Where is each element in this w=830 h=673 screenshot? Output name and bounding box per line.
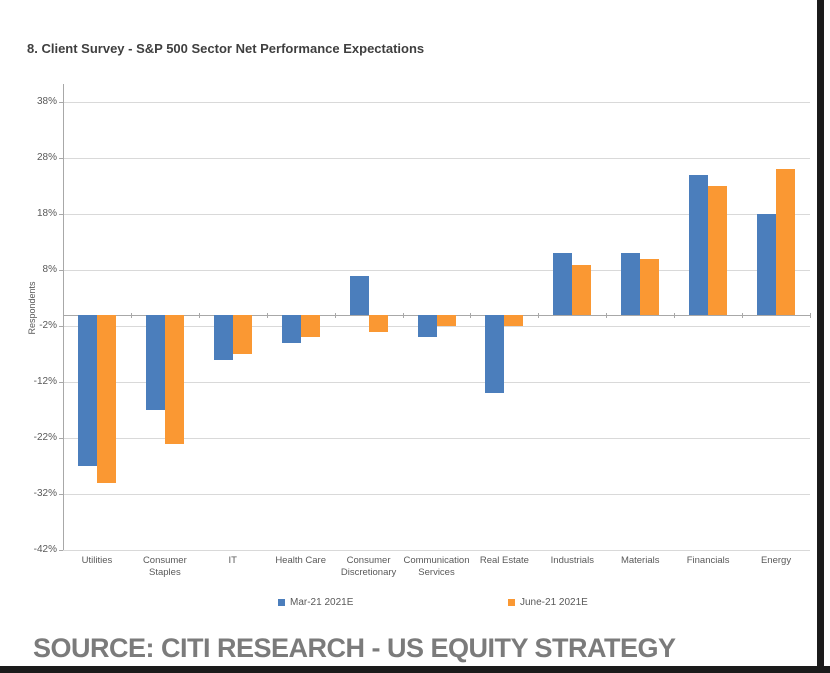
x-category-label-utilities: Utilities (81, 555, 113, 566)
bar-mar-21-health-care (281, 315, 301, 343)
x-category-label-industrials: Industrials (550, 555, 594, 566)
x-tick-mark-8 (606, 313, 608, 318)
x-tick-mark-9 (674, 313, 676, 318)
y-tick-mark-18 (59, 214, 63, 216)
chart-title: 8. Client Survey - S&P 500 Sector Net Pe… (27, 41, 425, 56)
legend-item-june-21: June-21 2021E (508, 597, 588, 608)
bar-mar-21-communication-services (417, 315, 437, 338)
x-tick-mark-4 (334, 313, 336, 318)
bar-mar-21-it (213, 315, 233, 360)
x-tick-mark-2 (198, 313, 200, 318)
y-tick-mark-38 (59, 102, 63, 104)
x-category-label-consumer-staples: Consumer Staples (142, 555, 187, 578)
bar-june-21-consumer-staples (164, 315, 184, 444)
bar-mar-21-energy (757, 214, 777, 315)
bar-june-21-financials (708, 186, 728, 315)
x-category-label-communication-services: Communication Services (403, 555, 470, 578)
y-tick-label-18: 18% (36, 208, 57, 220)
y-tick-mark--42 (59, 550, 63, 552)
bar-june-21-energy (776, 169, 796, 315)
gridline--32 (63, 494, 810, 496)
x-tick-mark-11 (810, 313, 811, 318)
legend-item-mar-21: Mar-21 2021E (278, 597, 353, 608)
bar-mar-21-real-estate (485, 315, 505, 394)
x-tick-mark-6 (470, 313, 472, 318)
bar-june-21-it (232, 315, 252, 355)
gridline--2 (63, 326, 810, 328)
x-tick-mark-10 (742, 313, 744, 318)
y-tick-mark--32 (59, 494, 63, 496)
gridline--42 (63, 550, 810, 552)
legend-label-june-21: June-21 2021E (520, 597, 588, 608)
source-attribution: SOURCE: CITI RESEARCH - US EQUITY STRATE… (33, 633, 676, 663)
bar-june-21-industrials (572, 264, 592, 315)
x-category-label-energy: Energy (760, 555, 792, 566)
gridline-18 (63, 214, 810, 216)
x-category-label-it: IT (228, 555, 237, 566)
window-right-border (817, 0, 824, 673)
y-tick-mark-28 (59, 158, 63, 160)
y-tick-label-28: 28% (36, 152, 57, 164)
gridline-8 (63, 270, 810, 272)
x-tick-mark-1 (130, 313, 132, 318)
legend-label-mar-21: Mar-21 2021E (290, 597, 354, 608)
y-tick-label-38: 38% (36, 96, 57, 108)
gridline--12 (63, 382, 810, 384)
legend-swatch-blue (278, 599, 285, 606)
x-category-label-financials: Financials (686, 555, 730, 566)
x-tick-mark-5 (402, 313, 404, 318)
y-tick-label--32: -32% (33, 488, 57, 500)
bar-june-21-health-care (300, 315, 320, 338)
bar-mar-21-financials (689, 175, 709, 315)
bar-june-21-utilities (96, 315, 116, 483)
bar-mar-21-utilities (77, 315, 97, 467)
bar-june-21-consumer-discretionary (368, 315, 388, 332)
x-category-label-consumer-discretionary: Consumer Discretionary (340, 555, 397, 578)
x-tick-mark-0 (63, 313, 64, 318)
y-tick-mark--12 (59, 382, 63, 384)
bar-mar-21-consumer-discretionary (349, 275, 369, 315)
window-bottom-border (0, 666, 830, 673)
bar-mar-21-materials (621, 253, 641, 315)
bar-june-21-real-estate (504, 315, 524, 327)
y-tick-label--42: -42% (33, 544, 57, 556)
y-tick-mark-8 (59, 270, 63, 272)
x-category-label-health-care: Health Care (275, 555, 327, 566)
gridline-28 (63, 158, 810, 160)
x-category-label-materials: Materials (620, 555, 660, 566)
y-tick-mark--22 (59, 438, 63, 440)
bar-june-21-materials (640, 259, 660, 315)
legend-swatch-orange (508, 599, 515, 606)
y-tick-mark--2 (59, 326, 63, 328)
y-tick-label--2: -2% (39, 320, 57, 332)
bar-mar-21-industrials (553, 253, 573, 315)
y-tick-label--22: -22% (33, 432, 57, 444)
gridline-38 (63, 102, 810, 104)
gridline--22 (63, 438, 810, 440)
x-category-label-real-estate: Real Estate (479, 555, 529, 566)
y-tick-label-8: 8% (42, 264, 57, 276)
bar-mar-21-consumer-staples (145, 315, 165, 411)
x-tick-mark-3 (266, 313, 268, 318)
x-tick-mark-7 (538, 313, 540, 318)
bar-june-21-communication-services (436, 315, 456, 327)
y-tick-label--12: -12% (33, 376, 57, 388)
